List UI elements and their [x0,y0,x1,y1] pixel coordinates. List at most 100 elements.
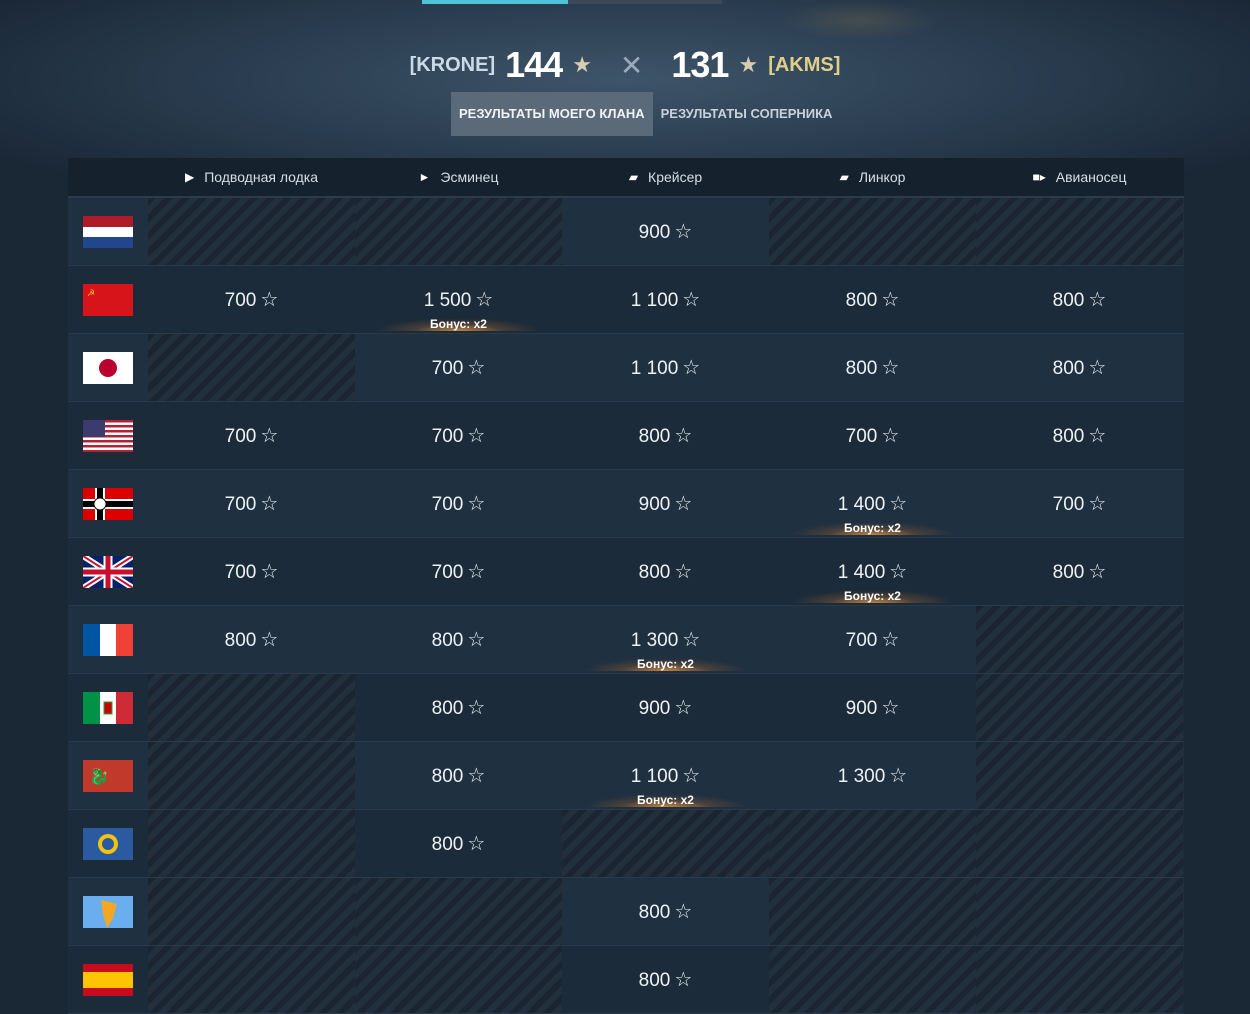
tab-enemy-results[interactable]: РЕЗУЛЬТАТЫ СОПЕРНИКА [660,106,833,121]
star-outline-icon: ☆ [467,561,486,583]
svg-text:☭: ☭ [87,288,95,298]
nation-flag-uk [68,538,148,605]
table-row: 700 ☆ 700 ☆ 900 ☆ 1 400 ☆ Бонус: x2 700 ☆ [68,470,1184,538]
reward-value: 1 100 [630,358,679,379]
star-outline-icon: ☆ [467,493,486,515]
reward-cell: 800 ☆ [562,538,769,605]
reward-value: 800 [431,698,464,719]
star-outline-icon: ☆ [475,289,494,311]
star-outline-icon: ☆ [467,833,486,855]
reward-cell: 700 ☆ [355,470,562,537]
nation-flag-pan-america [68,878,148,945]
reward-cell: 900 ☆ [562,198,769,265]
bonus-label: Бонус: x2 [577,793,754,807]
flag-japan-icon [83,351,133,384]
flag-ussr-icon: ☭ [83,283,133,316]
reward-value: 800 [224,630,257,651]
nation-flag-europe [68,810,148,877]
reward-value: 800 [1052,290,1085,311]
reward-value: 700 [431,562,464,583]
unavailable-cell [976,946,1183,1013]
carrier-icon: ■▸ [1032,170,1046,184]
column-label: Эсминец [440,169,499,185]
battleship-icon: ▰ [839,170,849,184]
score-board: [KRONE] 144 ★ ✕ 131 ★ [AKMS] [0,44,1250,86]
unavailable-cell [562,810,769,877]
star-outline-icon: ☆ [881,697,900,719]
reward-cell: 800 ☆ [562,878,769,945]
reward-value: 900 [638,494,671,515]
star-outline-icon: ☆ [674,493,693,515]
reward-value: 1 100 [630,766,679,787]
table-row: 700 ☆ 700 ☆ 800 ☆ 700 ☆ 800 ☆ [68,402,1184,470]
reward-value: 800 [1052,358,1085,379]
reward-cell: 1 500 ☆ Бонус: x2 [355,266,562,333]
star-outline-icon: ☆ [682,289,701,311]
star-outline-icon: ☆ [467,765,486,787]
unavailable-cell [769,198,976,265]
table-row: 800 ☆ 800 ☆ 1 300 ☆ Бонус: x2 700 ☆ [68,606,1184,674]
reward-cell: 700 ☆ [976,470,1183,537]
star-outline-icon: ☆ [1088,425,1107,447]
reward-value: 800 [431,766,464,787]
column-label: Авианосец [1055,169,1127,185]
reward-value: 800 [845,358,878,379]
results-table: ▶ Подводная лодка ► Эсминец ▰ Крейсер ▰ Линк… [68,158,1184,1014]
reward-cell: 800 ☆ [769,334,976,401]
star-outline-icon: ☆ [260,629,279,651]
nation-flag-pan-asia: 🐉 [68,742,148,809]
star-outline-icon: ☆ [674,901,693,923]
flag-europe-icon [83,827,133,860]
nation-flag-netherlands [68,198,148,265]
nation-flag-germany [68,470,148,537]
star-outline-icon: ☆ [881,629,900,651]
reward-cell: 800 ☆ [769,266,976,333]
reward-cell: 700 ☆ [355,334,562,401]
unavailable-cell [769,810,976,877]
reward-value: 800 [1052,562,1085,583]
reward-value: 1 400 [837,494,886,515]
reward-cell: 800 ☆ [976,266,1183,333]
unavailable-cell [355,198,562,265]
bonus-label: Бонус: x2 [784,589,961,603]
unavailable-cell [148,946,355,1013]
reward-cell: 800 ☆ [355,742,562,809]
reward-value: 700 [845,426,878,447]
flag-germany-icon [83,487,133,520]
tab-my-clan-results[interactable]: РЕЗУЛЬТАТЫ МОЕГО КЛАНА [451,92,653,136]
reward-value: 700 [224,426,257,447]
reward-value: 700 [224,290,257,311]
unavailable-cell [769,878,976,945]
star-outline-icon: ☆ [881,425,900,447]
table-row: 700 ☆ 700 ☆ 800 ☆ 1 400 ☆ Бонус: x2 800 ☆ [68,538,1184,606]
nation-flag-usa [68,402,148,469]
top-tab-bar [422,0,722,4]
reward-cell: 900 ☆ [769,674,976,741]
reward-value: 900 [638,698,671,719]
star-outline-icon: ☆ [1088,289,1107,311]
nation-flag-spain [68,946,148,1013]
flag-uk-icon [83,555,133,588]
bonus-label: Бонус: x2 [370,317,547,331]
flag-usa-icon [83,419,133,452]
unavailable-cell [976,198,1183,265]
star-outline-icon: ☆ [881,289,900,311]
star-outline-icon: ☆ [674,697,693,719]
reward-cell: 700 ☆ [769,402,976,469]
unavailable-cell [976,674,1183,741]
reward-value: 1 400 [837,562,886,583]
reward-cell: 800 ☆ [355,606,562,673]
table-row: ☭ 700 ☆ 1 500 ☆ Бонус: x2 1 100 ☆ 800 ☆ 800 ☆ [68,266,1184,334]
table-row: 800 ☆ [68,946,1184,1014]
reward-value: 700 [431,494,464,515]
reward-value: 700 [1052,494,1085,515]
unavailable-cell [148,198,355,265]
flag-spain-icon [83,963,133,996]
reward-value: 700 [431,426,464,447]
reward-value: 700 [224,562,257,583]
reward-value: 900 [845,698,878,719]
nation-flag-ussr: ☭ [68,266,148,333]
enemy-clan-tag: [AKMS] [768,53,841,76]
enemy-clan-score: 131 [671,44,729,85]
reward-value: 800 [1052,426,1085,447]
